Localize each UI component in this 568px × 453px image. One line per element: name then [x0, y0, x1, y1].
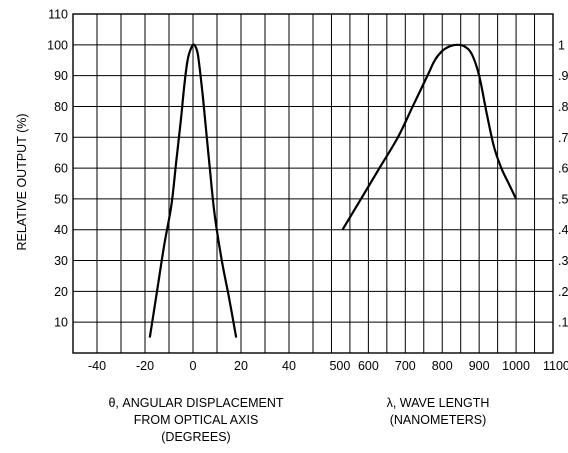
y2-tick-label: .1 [558, 316, 568, 330]
y-tick-label: 30 [54, 254, 68, 268]
y-tick-label: 110 [48, 8, 68, 22]
y-axis-label: RELATIVE OUTPUT (%) [15, 113, 29, 250]
left-x-label-line-1: θ, ANGULAR DISPLACEMENT [108, 396, 283, 410]
right-x-label-line-2: (NANOMETERS) [390, 413, 487, 427]
plot-frame [72, 13, 554, 354]
x-tick-label: -20 [136, 359, 154, 373]
y2-tick-label: 1 [558, 38, 565, 52]
x-tick-label: 40 [282, 359, 296, 373]
x-tick-label: -40 [88, 359, 106, 373]
x2-tick-label: 600 [358, 359, 379, 373]
series-curves [148, 43, 518, 338]
y-tick-label: 20 [54, 285, 68, 299]
x2-tick-label: 700 [395, 359, 416, 373]
x2-tick-label: 800 [432, 359, 453, 373]
y-tick-label: 40 [54, 223, 68, 237]
y2-tick-label: .7 [558, 131, 568, 145]
x-tick-label: 20 [234, 359, 248, 373]
y-tick-label: 90 [54, 69, 68, 83]
y-tick-label: 50 [54, 192, 68, 206]
angular-response-curve [148, 43, 238, 338]
y-tick-label: 70 [54, 131, 68, 145]
spectral-response-curve [341, 43, 518, 231]
y-tick-label: 80 [54, 100, 68, 114]
y2-tick-label: .3 [558, 254, 568, 268]
y2-tick-label: .5 [558, 192, 568, 206]
y2-tick-label: .4 [558, 223, 568, 237]
x2-tick-label: 900 [469, 359, 490, 373]
grid-lines [73, 13, 553, 353]
y-tick-label: 100 [47, 38, 68, 52]
y2-tick-label: .6 [558, 162, 568, 176]
x2-tick-label: 500 [329, 359, 350, 373]
tick-labels: 102030405060708090100110.1.2.3.4.5.6.7.8… [47, 8, 568, 374]
x2-tick-label: 1100 [543, 359, 568, 373]
left-x-label-line-2: FROM OPTICAL AXIS [134, 413, 259, 427]
y2-tick-label: .9 [558, 69, 568, 83]
y-tick-label: 10 [54, 316, 68, 330]
y2-tick-label: .8 [558, 100, 568, 114]
x2-tick-label: 1000 [502, 359, 530, 373]
y2-tick-label: .2 [558, 285, 568, 299]
x-tick-label: 0 [190, 359, 197, 373]
y-tick-label: 60 [54, 162, 68, 176]
left-x-label-line-3: (DEGREES) [161, 430, 230, 444]
right-x-label-line-1: λ, WAVE LENGTH [387, 396, 490, 410]
